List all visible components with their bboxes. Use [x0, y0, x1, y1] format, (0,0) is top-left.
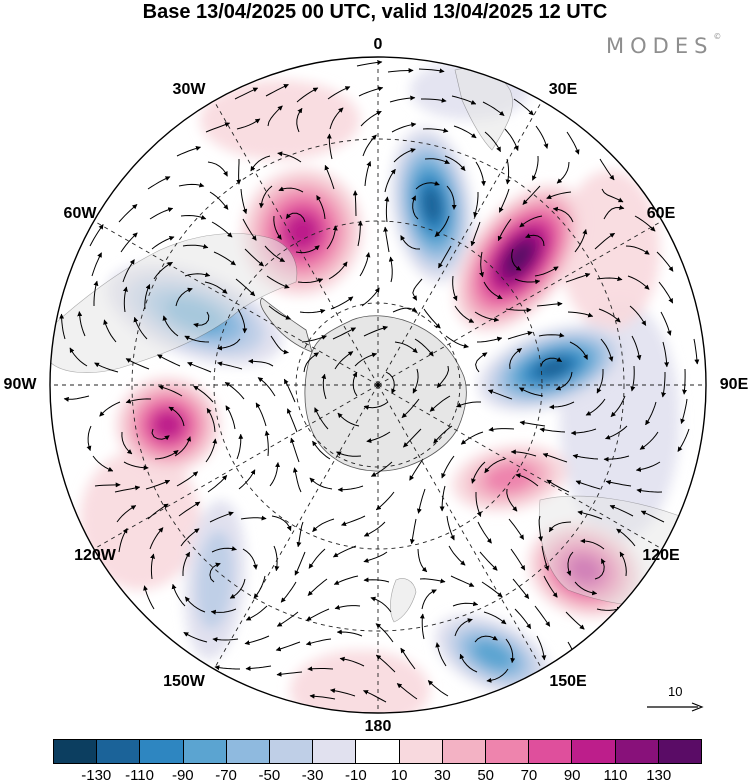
longitude-label: 150W [163, 673, 205, 690]
longitude-label: 60E [646, 205, 676, 222]
brand-name: MODES [606, 34, 714, 58]
colorbar-tick-label: -130 [81, 767, 112, 784]
new-zealand [390, 578, 417, 623]
colorbar-segment [97, 740, 141, 763]
longitude-label: 60W [63, 205, 97, 222]
colorbar-tick-label: -30 [301, 767, 324, 784]
colorbar-tick-label: -70 [215, 767, 237, 784]
south-america [50, 233, 298, 373]
colorbar-tick-label: -10 [345, 767, 367, 784]
colorbar-tick-label: 90 [563, 767, 581, 784]
longitude-label: 90E [719, 376, 749, 393]
colorbar-tick-label: -110 [125, 767, 154, 784]
colorbar-tick-label: 50 [477, 767, 494, 784]
longitude-label: 0 [373, 36, 383, 53]
vector-scale-label: 10 [668, 684, 683, 699]
colorbar-segment [399, 740, 443, 763]
colorbar-segment [356, 740, 400, 763]
longitude-label: 30W [172, 81, 206, 98]
negative-anomaly-160W [184, 500, 246, 660]
longitude-label: 30E [548, 81, 578, 98]
polar-map [49, 56, 707, 714]
colorbar-segment [270, 740, 314, 763]
colorbar-labels: -130 -110 -90 -70 -50 -30 -10 10 30 50 70 90 110 130 [53, 768, 702, 784]
negative-anomaly-30E [390, 127, 474, 283]
page-title: Base 13/04/2025 00 UTC, valid 13/04/2025… [142, 1, 608, 23]
positive-anomaly-45E [454, 184, 584, 332]
colorbar-segment [615, 740, 659, 763]
vector-scale-arrow [647, 702, 704, 712]
colorbar-segment [658, 740, 702, 763]
colorbar-segment [313, 740, 357, 763]
colorbar-tick-label: -90 [171, 767, 194, 784]
colorbar-tick-label: 110 [603, 767, 628, 784]
colorbar-segment [486, 740, 530, 763]
colorbar [53, 739, 702, 764]
colorbar-segment [140, 740, 184, 763]
positive-anomaly-105E [452, 444, 568, 512]
anomaly-layer [80, 60, 680, 713]
colorbar-segment [54, 740, 98, 763]
modes-logo: MODES© [606, 32, 722, 58]
longitude-label: 120W [74, 547, 116, 564]
colorbar-tick-label: 130 [646, 767, 672, 784]
colorbar-tick-label: -50 [258, 767, 281, 784]
colorbar-segment [442, 740, 487, 763]
colorbar-segment [226, 740, 271, 763]
positive-anomaly-100W [116, 377, 220, 473]
longitude-label: 90W [3, 376, 37, 393]
colorbar-tick-label: 10 [390, 767, 408, 784]
colorbar-segment [183, 740, 227, 763]
antarctica [304, 315, 467, 472]
map-border [49, 56, 707, 714]
longitude-label: 150E [549, 673, 587, 690]
colorbar-segment [572, 740, 616, 763]
colorbar-tick-label: 30 [434, 767, 451, 784]
wind-vectors [59, 59, 700, 703]
colorbar-segment [529, 740, 573, 763]
colorbar-tick-label: 70 [520, 767, 538, 784]
copyright-mark: © [713, 32, 722, 41]
longitude-label: 180 [364, 718, 392, 735]
longitude-label: 120E [642, 547, 680, 564]
